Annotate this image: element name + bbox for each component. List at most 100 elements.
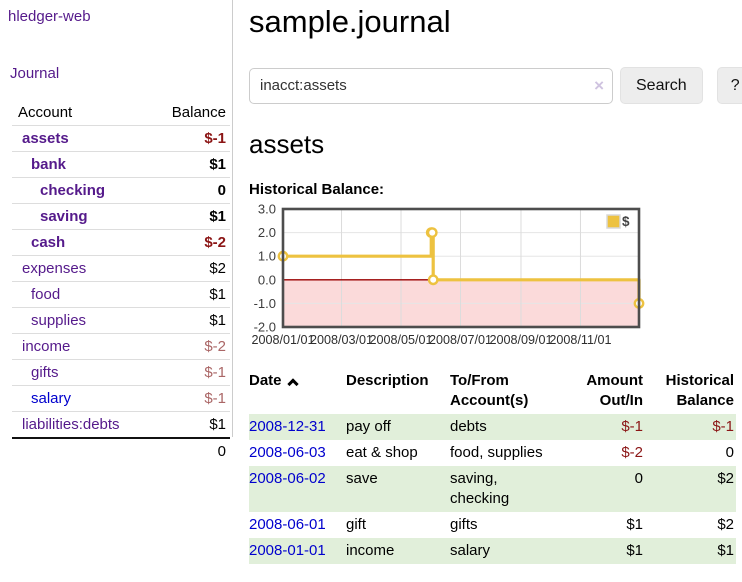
account-heading: assets (249, 129, 325, 159)
account-row: supplies $1 (12, 307, 230, 334)
account-link-bank[interactable]: bank (31, 156, 67, 173)
register-table: Date Description To/From Account(s) Amou… (249, 368, 736, 564)
account-row: checking 0 (12, 177, 230, 204)
transaction-description: eat & shop (346, 444, 418, 461)
transaction-amount: $-2 (621, 444, 643, 461)
transaction-date-link[interactable]: 2008-06-03 (249, 444, 326, 461)
register-row: 2008-06-01 gift gifts $1 $2 (249, 512, 736, 538)
account-link-salary[interactable]: salary (31, 390, 72, 407)
transaction-date-link[interactable]: 2008-12-31 (249, 418, 326, 435)
register-row: 2008-06-02 save saving, checking 0 $2 (249, 466, 736, 512)
transaction-balance: 0 (725, 444, 734, 461)
svg-text:2008/01/01: 2008/01/01 (251, 333, 314, 347)
help-button[interactable]: ? (716, 67, 742, 104)
accounts-header-row: Account Balance (12, 100, 230, 126)
account-link-checking[interactable]: checking (40, 182, 106, 199)
register-row: 2008-01-01 income salary $1 $1 (249, 538, 736, 564)
accounts-header-balance: Balance (149, 100, 230, 126)
account-row: gifts $-1 (12, 359, 230, 386)
account-balance: $-1 (149, 385, 230, 412)
transaction-accounts: saving, checking (450, 470, 510, 507)
sidebar: hledger-web Journal Account Balance asse… (0, 0, 233, 464)
transaction-balance: $2 (717, 516, 734, 533)
svg-text:1.0: 1.0 (258, 249, 276, 264)
col-accounts: To/From Account(s) (450, 372, 529, 409)
transaction-accounts: gifts (450, 516, 478, 533)
transaction-accounts: salary (450, 542, 491, 559)
historical-balance-chart: $3.0 2.0 1.0 0.0 -1.0 -2.02008/01/012008/03/0… (251, 202, 645, 347)
svg-text:2008/03/01: 2008/03/01 (310, 333, 373, 347)
account-link-income[interactable]: income (22, 338, 71, 355)
clear-search-icon[interactable]: × (594, 75, 604, 95)
register-header-row: Date Description To/From Account(s) Amou… (249, 368, 736, 414)
transaction-date-link[interactable]: 2008-06-01 (249, 516, 326, 533)
account-balance: $-2 (149, 333, 230, 360)
transaction-description: gift (346, 516, 367, 533)
sidebar-item-journal[interactable]: Journal (10, 65, 60, 82)
search-input[interactable] (249, 67, 613, 104)
svg-text:3.0: 3.0 (258, 204, 276, 217)
register-row: 2008-12-31 pay off debts $-1 $-1 (249, 414, 736, 440)
account-balance: $1 (149, 281, 230, 308)
transaction-accounts: food, supplies (450, 444, 543, 461)
svg-text:2008/07/01: 2008/07/01 (429, 333, 492, 347)
account-link-saving[interactable]: saving (40, 208, 88, 225)
account-row: saving $1 (12, 203, 230, 230)
accounts-total-row: 0 (12, 437, 230, 464)
search-button[interactable]: Search (620, 67, 703, 104)
app-brand-link[interactable]: hledger-web (8, 8, 91, 25)
account-balance: $1 (149, 307, 230, 334)
account-balance: 0 (149, 177, 230, 204)
main-content: sample.journal × Search ? assets Histori… (233, 0, 742, 582)
accounts-table: Account Balance assets $-1 bank $1 checking 0… (12, 100, 230, 464)
transaction-description: save (346, 470, 378, 487)
page-title: sample.journal (249, 4, 451, 39)
svg-text:0.0: 0.0 (258, 272, 276, 287)
account-row: cash $-2 (12, 229, 230, 256)
account-link-supplies[interactable]: supplies (31, 312, 87, 329)
svg-text:-2.0: -2.0 (254, 320, 276, 335)
account-link-expenses[interactable]: expenses (22, 260, 87, 277)
col-description: Description (346, 372, 429, 389)
account-row: bank $1 (12, 151, 230, 178)
transaction-amount: $1 (626, 516, 643, 533)
transaction-amount: $1 (626, 542, 643, 559)
col-date[interactable]: Date (249, 368, 346, 414)
accounts-header-account: Account (12, 100, 150, 126)
transaction-date-link[interactable]: 2008-01-01 (249, 542, 326, 559)
col-balance: Historical Balance (665, 372, 734, 409)
search-form: × Search ? (249, 67, 742, 104)
svg-text:2008/11/01: 2008/11/01 (549, 333, 611, 347)
account-link-food[interactable]: food (31, 286, 61, 303)
account-balance: $1 (149, 411, 230, 439)
transaction-balance: $1 (717, 542, 734, 559)
account-row: liabilities:debts $1 (12, 411, 230, 439)
account-balance: $-1 (149, 359, 230, 386)
transaction-description: pay off (346, 418, 391, 435)
account-link-assets[interactable]: assets (22, 130, 69, 147)
register-row: 2008-06-03 eat & shop food, supplies $-2 0 (249, 440, 736, 466)
transaction-date-link[interactable]: 2008-06-02 (249, 470, 326, 487)
chart-label: Historical Balance: (249, 181, 385, 198)
transaction-accounts: debts (450, 418, 487, 435)
account-link-liabilities-debts[interactable]: liabilities:debts (22, 416, 120, 433)
account-balance: $2 (149, 255, 230, 282)
account-link-gifts[interactable]: gifts (31, 364, 59, 381)
transaction-balance: $2 (717, 470, 734, 487)
account-row: income $-2 (12, 333, 230, 360)
svg-text:2.0: 2.0 (258, 225, 276, 240)
account-row: salary $-1 (12, 385, 230, 412)
transaction-description: income (346, 542, 395, 559)
transaction-amount: 0 (634, 470, 643, 487)
account-balance: $1 (149, 203, 230, 230)
svg-text:-1.0: -1.0 (254, 296, 276, 311)
transaction-balance: $-1 (712, 418, 734, 435)
col-amount: Amount Out/In (586, 372, 643, 409)
account-row: assets $-1 (12, 125, 230, 152)
sort-asc-icon (286, 378, 299, 390)
svg-text:2008/05/01: 2008/05/01 (370, 333, 433, 347)
account-link-cash[interactable]: cash (31, 234, 66, 251)
account-row: expenses $2 (12, 255, 230, 282)
accounts-total-value: 0 (149, 437, 230, 464)
account-balance: $-2 (149, 229, 230, 256)
